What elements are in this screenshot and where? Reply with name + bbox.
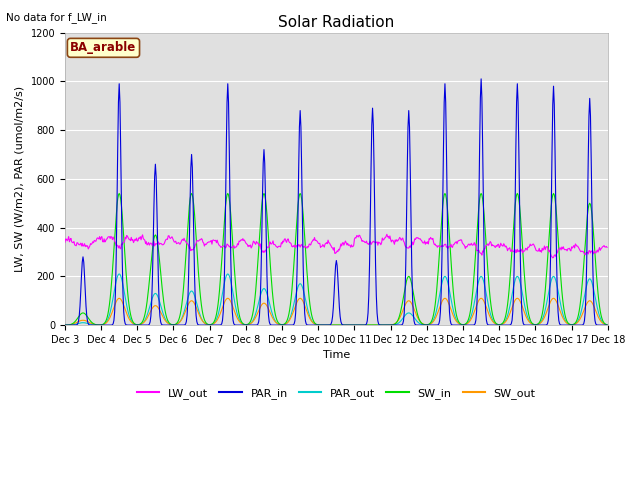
Text: No data for f_LW_in: No data for f_LW_in	[6, 12, 107, 23]
Text: BA_arable: BA_arable	[70, 41, 136, 54]
Legend: LW_out, PAR_in, PAR_out, SW_in, SW_out: LW_out, PAR_in, PAR_out, SW_in, SW_out	[132, 384, 540, 403]
X-axis label: Time: Time	[323, 350, 350, 360]
Y-axis label: LW, SW (W/m2), PAR (umol/m2/s): LW, SW (W/m2), PAR (umol/m2/s)	[15, 86, 25, 272]
Title: Solar Radiation: Solar Radiation	[278, 15, 394, 30]
